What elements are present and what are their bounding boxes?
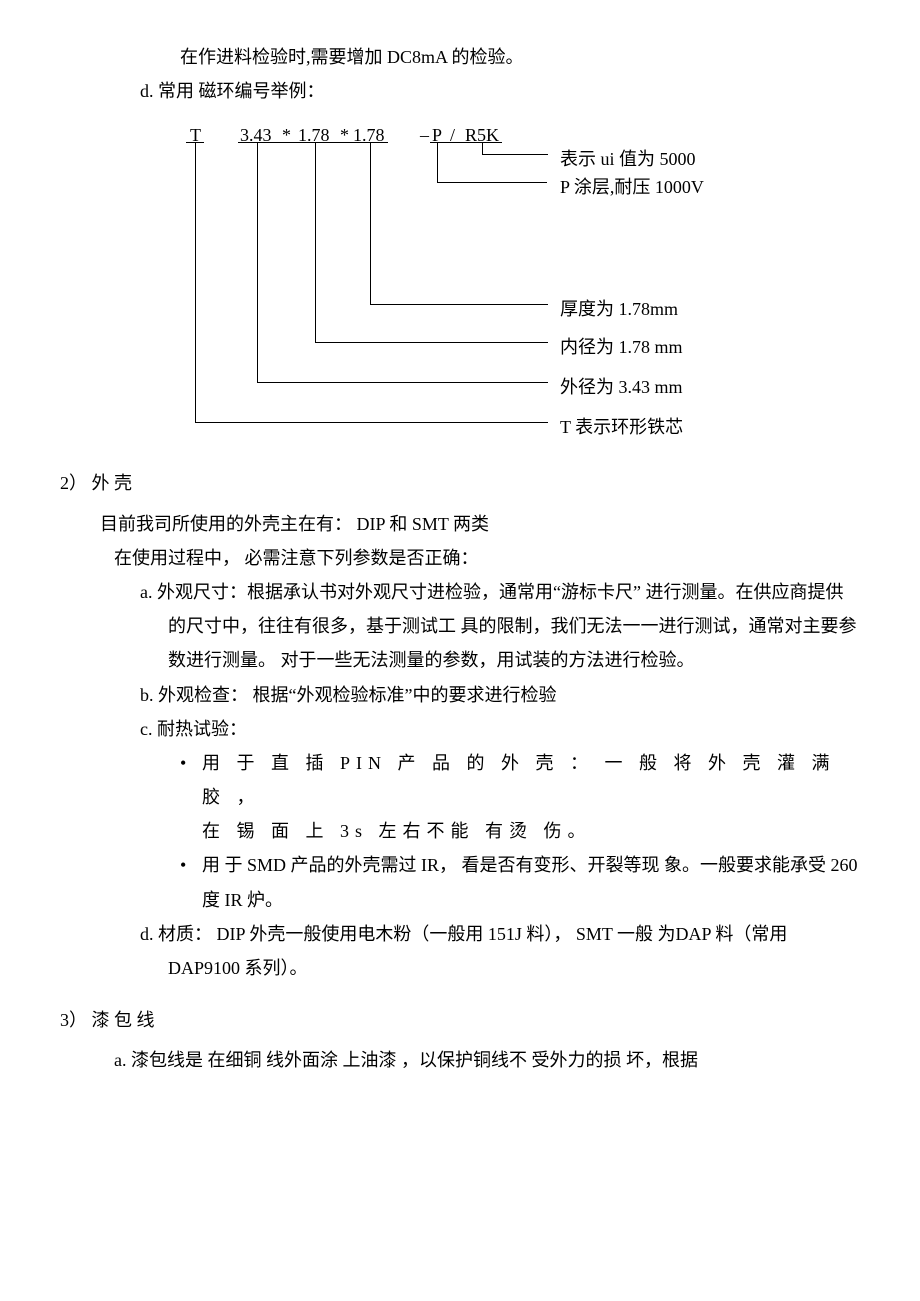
bullet-dot-icon: • bbox=[180, 746, 202, 849]
stem-P bbox=[437, 142, 438, 182]
conn-a5 bbox=[257, 382, 548, 383]
stem-R5K bbox=[482, 142, 483, 154]
sec2-c2: 用 于 SMD 产品的外壳需过 IR， 看是否有变形、开裂等现 象。一般要求能承… bbox=[202, 848, 860, 916]
item-d-label: d. 常用 磁环编号举例： bbox=[140, 74, 860, 108]
sec2-line1: 目前我司所使用的外壳主在有： DIP 和 SMT 两类 bbox=[100, 507, 860, 541]
ul-mid bbox=[238, 142, 388, 143]
anno-od: 外径为 3.43 mm bbox=[560, 370, 683, 404]
stem-od bbox=[257, 142, 258, 382]
code-p1: 3.43 bbox=[240, 118, 272, 152]
sec2-c-bullet2: • 用 于 SMD 产品的外壳需过 IR， 看是否有变形、开裂等现 象。一般要求… bbox=[180, 848, 860, 916]
sec2-c: c. 耐热试验： bbox=[140, 712, 860, 746]
sec2-b: b. 外观检查： 根据“外观检验标准”中的要求进行检验 bbox=[140, 678, 860, 712]
ul-right bbox=[430, 142, 502, 143]
code-star2: * bbox=[340, 118, 349, 152]
sec3-a: a. 漆包线是 在细铜 线外面涂 上油漆 ，以保护铜线不 受外力的损 坏，根据 bbox=[100, 1043, 860, 1077]
conn-a3 bbox=[370, 304, 548, 305]
code-star1: * bbox=[282, 118, 291, 152]
bullet-dot-icon: • bbox=[180, 848, 202, 916]
section-2-title: 2） 外 壳 bbox=[60, 466, 860, 500]
conn-a2 bbox=[437, 182, 547, 183]
conn-a6 bbox=[195, 422, 548, 423]
sec2-d: d. 材质： DIP 外壳一般使用电木粉（一般用 151J 料）， SMT 一般… bbox=[140, 917, 860, 985]
anno-P: P 涂层,耐压 1000V bbox=[560, 170, 704, 204]
part-number-diagram: T 3.43 * 1.78 * 1.78 – P / R5K 表示 ui 值为 … bbox=[60, 118, 860, 448]
conn-a4 bbox=[315, 342, 548, 343]
stem-T bbox=[195, 142, 196, 422]
sec2-c1b: 在 锡 面 上 3s 左右不能 有烫 伤。 bbox=[202, 814, 860, 848]
sec2-c1a: 用 于 直 插 PIN 产 品 的 外 壳 ： 一 般 将 外 壳 灌 满 胶 … bbox=[202, 746, 860, 814]
anno-T: T 表示环形铁芯 bbox=[560, 410, 683, 444]
sec2-a: a. 外观尺寸：根据承认书对外观尺寸进检验，通常用“游标卡尺” 进行测量。在供应… bbox=[140, 575, 860, 678]
section-3-title: 3） 漆 包 线 bbox=[60, 1003, 860, 1037]
intro-line: 在作进料检验时,需要增加 DC8mA 的检验。 bbox=[180, 40, 860, 74]
anno-id: 内径为 1.78 mm bbox=[560, 330, 683, 364]
code-p3: 1.78 bbox=[353, 118, 385, 152]
anno-thick: 厚度为 1.78mm bbox=[560, 292, 678, 326]
code-dash: – bbox=[420, 118, 429, 152]
code-slash: / bbox=[450, 118, 455, 152]
conn-a1 bbox=[482, 154, 548, 155]
sec2-c-bullet1: • 用 于 直 插 PIN 产 品 的 外 壳 ： 一 般 将 外 壳 灌 满 … bbox=[180, 746, 860, 849]
code-p2: 1.78 bbox=[298, 118, 330, 152]
sec2-line2: 在使用过程中， 必需注意下列参数是否正确： bbox=[100, 541, 860, 575]
stem-th bbox=[370, 142, 371, 304]
stem-id bbox=[315, 142, 316, 342]
